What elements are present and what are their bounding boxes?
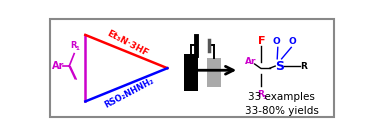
Text: 33-80% yields: 33-80% yields [245,106,319,116]
Text: Ar: Ar [245,57,256,66]
Text: S: S [275,60,284,73]
Text: Et₃N·3HF: Et₃N·3HF [105,29,150,58]
Text: 1: 1 [75,46,79,51]
Text: F: F [258,36,266,46]
Text: O: O [289,37,297,46]
Text: R: R [70,41,77,50]
Text: 1: 1 [262,95,266,100]
Text: Ar: Ar [52,61,65,71]
Text: 33 examples: 33 examples [248,92,315,102]
Bar [184,54,198,91]
Bar [207,58,221,87]
Text: R: R [257,90,264,99]
Text: O: O [273,37,280,46]
Text: RSO₂NHNH₂: RSO₂NHNH₂ [103,76,156,109]
Text: R: R [300,62,307,71]
